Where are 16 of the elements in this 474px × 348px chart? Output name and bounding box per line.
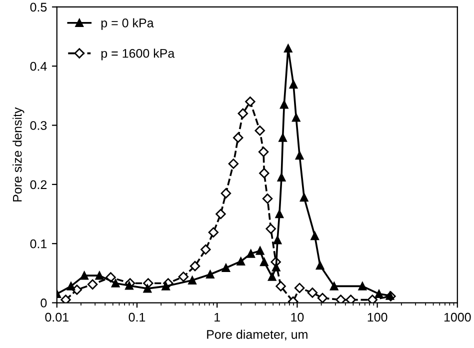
x-tick-label: 10 [291, 312, 304, 322]
y-tick-label: 0.1 [30, 239, 47, 248]
x-tick-label: 1 [214, 312, 220, 322]
x-axis-title: Pore diameter, um [207, 330, 308, 340]
y-tick-label: 0 [40, 298, 47, 308]
y-tick-label: 0.2 [30, 180, 47, 190]
x-tick-label: 0.01 [45, 312, 68, 322]
legend-label: p = 0 kPa [101, 18, 154, 30]
x-tick-label: 1000 [444, 312, 471, 322]
y-tick-label: 0.3 [30, 121, 47, 130]
x-tick-label: 0.1 [128, 312, 146, 322]
legend-label: p = 1600 kPa [101, 48, 175, 60]
x-tick-label: 100 [368, 312, 388, 322]
y-axis-title: Pore size density [12, 107, 24, 202]
y-tick-label: 0.4 [30, 62, 47, 71]
y-tick-label: 0.5 [30, 2, 47, 12]
